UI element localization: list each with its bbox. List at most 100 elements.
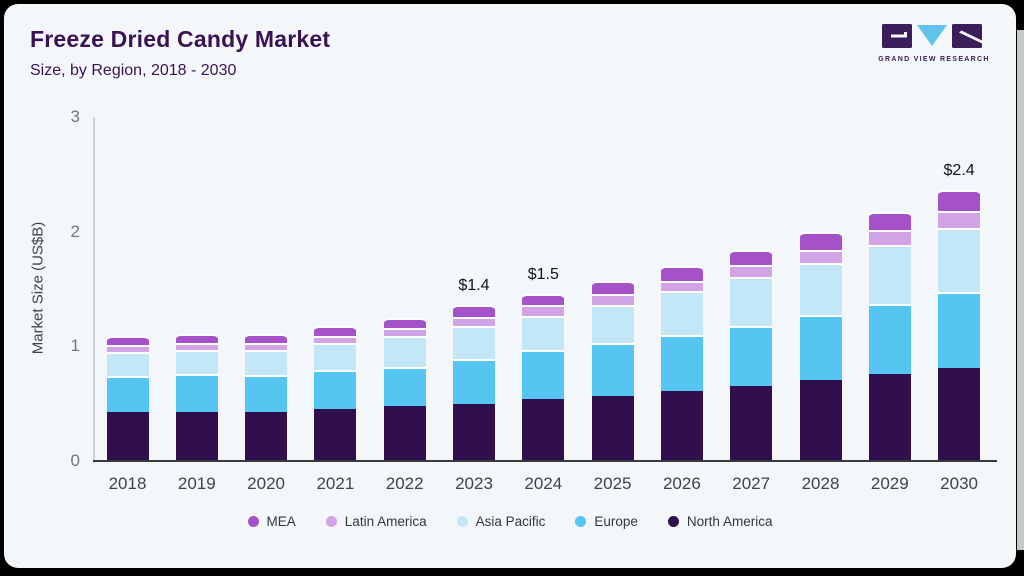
- legend-dot: [456, 516, 468, 527]
- legend-dot: [325, 516, 337, 527]
- legend: MEA Latin America Asia Pacific Europe North …: [4, 514, 1016, 529]
- bar-segment-latin-america: [591, 293, 634, 306]
- bar-segment-north-america: [175, 411, 218, 461]
- legend-label: Europe: [594, 514, 638, 529]
- bar-2025: [591, 280, 634, 461]
- bar-segment-asia-pacific: [660, 291, 703, 335]
- chart-card: Freeze Dried Candy Market Size, by Regio…: [4, 4, 1016, 568]
- x-axis-label: 2019: [177, 474, 216, 493]
- x-axis-label: 2022: [385, 474, 424, 493]
- x-axis-label: 2020: [247, 474, 285, 493]
- bar-2024: [522, 293, 565, 461]
- window-edge-strip: [1017, 30, 1024, 550]
- legend-item-latin-america: Latin America: [325, 514, 427, 529]
- bar-segment-mea: [799, 231, 842, 250]
- bar-segment-europe: [522, 349, 565, 400]
- bar-segment-mea: [453, 305, 495, 317]
- y-axis-title: Market Size (US$B): [29, 221, 47, 355]
- bar-segment-north-america: [522, 399, 565, 461]
- bar-segment-mea: [868, 212, 911, 231]
- bar-segment-europe: [106, 376, 149, 412]
- bar-segment-asia-pacific: [453, 325, 495, 359]
- bar-segment-latin-america: [106, 345, 149, 353]
- x-axis-label: 2030: [940, 474, 978, 493]
- x-axis-label: 2028: [801, 474, 840, 493]
- x-axis-label: 2018: [108, 474, 147, 493]
- bar-segment-asia-pacific: [522, 316, 565, 350]
- bar-segment-north-america: [868, 373, 911, 461]
- bar-segment-asia-pacific: [868, 245, 911, 304]
- bar-segment-europe: [868, 303, 911, 374]
- bar-segment-mea: [938, 190, 981, 211]
- bar-segment-asia-pacific: [314, 342, 357, 371]
- legend-item-europe: Europe: [575, 514, 638, 529]
- bar-segment-mea: [245, 333, 288, 343]
- x-axis-label: 2027: [732, 474, 771, 493]
- legend-item-mea: MEA: [247, 514, 296, 529]
- bar-segment-mea: [106, 336, 149, 346]
- legend-label: Latin America: [344, 514, 427, 529]
- bar-segment-latin-america: [938, 210, 981, 229]
- y-axis-line: [93, 117, 95, 463]
- bar-segment-asia-pacific: [591, 305, 634, 343]
- bar-segment-europe: [730, 325, 773, 387]
- bar-2020: [245, 333, 288, 461]
- chart-subtitle: Size, by Region, 2018 - 2030: [30, 62, 237, 79]
- gvr-logo-icon: [882, 24, 982, 48]
- bar-segment-europe: [245, 374, 288, 412]
- value-label-2030: $2.4: [943, 162, 975, 180]
- bar-segment-asia-pacific: [730, 277, 773, 326]
- x-axis-label: 2025: [593, 474, 632, 493]
- legend-item-asia-pacific: Asia Pacific: [456, 514, 546, 529]
- bar-segment-latin-america: [868, 230, 911, 246]
- bar-segment-europe: [799, 315, 842, 380]
- bar-segment-mea: [314, 325, 357, 336]
- bar-segment-mea: [175, 333, 218, 343]
- bar-segment-europe: [660, 334, 703, 392]
- bar-segment-north-america: [383, 405, 426, 461]
- bar-2026: [660, 266, 703, 461]
- bar-segment-asia-pacific: [383, 336, 426, 367]
- bar-segment-north-america: [938, 368, 981, 461]
- bar-segment-europe: [591, 342, 634, 396]
- x-axis-label: 2024: [524, 474, 563, 493]
- bar-segment-europe: [453, 358, 495, 404]
- bar-segment-latin-america: [314, 336, 357, 343]
- legend-label: MEA: [266, 514, 296, 529]
- legend-item-north-america: North America: [667, 514, 773, 529]
- value-label-2023: $1.4: [458, 277, 490, 294]
- bar-segment-mea: [522, 293, 565, 306]
- y-tick-label: 2: [70, 221, 80, 241]
- x-axis-label: 2029: [870, 474, 909, 493]
- bar-segment-mea: [383, 317, 426, 328]
- bar-segment-latin-america: [522, 305, 565, 317]
- bar-segment-north-america: [660, 391, 703, 461]
- bar-segment-north-america: [799, 379, 842, 461]
- legend-dot: [667, 516, 679, 527]
- bar-2027: [730, 249, 773, 461]
- y-tick-label: 0: [70, 451, 80, 470]
- bar-segment-mea: [591, 280, 634, 294]
- bar-segment-north-america: [591, 395, 634, 461]
- bar-2018: [106, 336, 149, 461]
- bar-2022: [383, 317, 426, 461]
- bar-segment-asia-pacific: [175, 349, 218, 374]
- bar-segment-latin-america: [383, 327, 426, 336]
- bar-segment-north-america: [106, 411, 149, 461]
- legend-label: Asia Pacific: [475, 514, 546, 529]
- bar-2019: [175, 333, 218, 461]
- bar-2021: [314, 325, 357, 461]
- bar-segment-asia-pacific: [799, 262, 842, 316]
- x-axis-label: 2026: [662, 474, 701, 493]
- bar-segment-europe: [383, 366, 426, 406]
- bar-segment-latin-america: [175, 342, 218, 350]
- bar-2030: [938, 190, 981, 461]
- bar-segment-north-america: [453, 403, 495, 461]
- bar-segment-latin-america: [660, 280, 703, 292]
- bar-segment-latin-america: [730, 264, 773, 278]
- plot-area: Market Size (US$B) 0 1 2 3 2018 2019 2020 2021…: [4, 4, 1016, 568]
- logo-text: GRAND VIEW RESEARCH: [878, 56, 990, 63]
- legend-label: North America: [686, 514, 773, 529]
- value-label-2024: $1.5: [527, 265, 559, 283]
